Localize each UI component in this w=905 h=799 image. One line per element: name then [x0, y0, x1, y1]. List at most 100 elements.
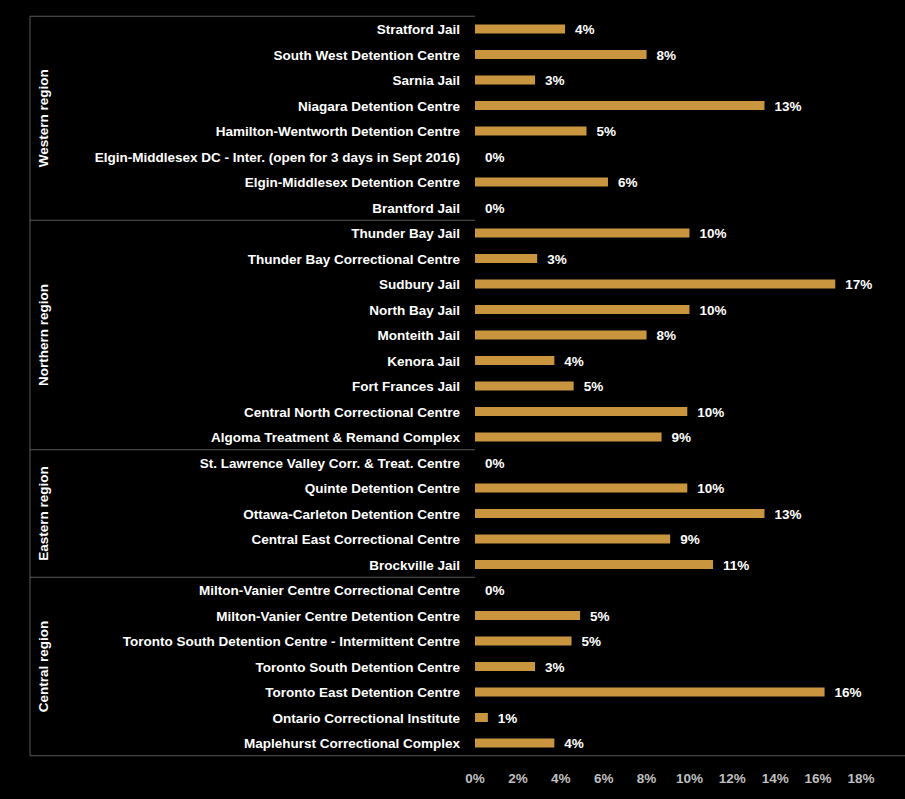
bar	[475, 76, 535, 85]
category-label: Milton-Vanier Centre Detention Centre	[216, 609, 460, 624]
bar	[475, 637, 572, 646]
region-label: Western region	[36, 69, 51, 167]
category-label: Brockville Jail	[369, 558, 460, 573]
tick-label: 0%	[465, 771, 485, 786]
chart: Stratford Jail 4% South West Detention Cen…	[0, 0, 905, 799]
data-label: 13%	[775, 507, 802, 522]
data-label: 5%	[584, 379, 604, 394]
data-label: 13%	[775, 99, 802, 114]
data-label: 5%	[590, 609, 610, 624]
bar	[475, 688, 825, 697]
category-label: Ontario Correctional Institute	[272, 711, 460, 726]
category-label: Niagara Detention Centre	[298, 99, 461, 114]
bar	[475, 484, 687, 493]
category-label: Milton-Vanier Centre Correctional Centre	[199, 583, 461, 598]
bar	[475, 509, 765, 518]
data-label: 8%	[657, 48, 677, 63]
bar	[475, 203, 476, 212]
data-label: 3%	[545, 73, 565, 88]
bar	[475, 407, 687, 416]
data-label: 3%	[547, 252, 567, 267]
data-label: 4%	[564, 736, 584, 751]
region-label: Central region	[36, 621, 51, 713]
region-label: Northern region	[36, 284, 51, 386]
labels: Stratford Jail 4% South West Detention Cen…	[36, 22, 872, 751]
bar	[475, 560, 713, 569]
tick-label: 6%	[594, 771, 614, 786]
bar	[475, 356, 554, 365]
data-label: 0%	[485, 201, 505, 216]
tick-label: 8%	[637, 771, 657, 786]
bar	[475, 50, 647, 59]
bars	[475, 25, 835, 748]
bar	[475, 382, 574, 391]
data-label: 4%	[575, 22, 595, 37]
category-label: Toronto East Detention Centre	[265, 685, 460, 700]
category-label: Toronto South Detention Centre	[256, 660, 461, 675]
data-label: 0%	[485, 583, 505, 598]
tick-label: 10%	[676, 771, 703, 786]
category-label: South West Detention Centre	[273, 48, 460, 63]
data-label: 3%	[545, 660, 565, 675]
category-label: Thunder Bay Correctional Centre	[248, 252, 461, 267]
bar	[475, 433, 662, 442]
data-label: 10%	[697, 405, 724, 420]
bar	[475, 611, 580, 620]
category-label: Sarnia Jail	[392, 73, 460, 88]
data-label: 17%	[845, 277, 872, 292]
bar	[475, 178, 608, 187]
bar	[475, 229, 689, 238]
bar	[475, 662, 535, 671]
bar	[475, 586, 476, 595]
data-label: 6%	[618, 175, 638, 190]
bar	[475, 280, 835, 289]
category-label: Stratford Jail	[377, 22, 460, 37]
group-separator	[30, 577, 475, 578]
bar	[475, 739, 554, 748]
tick-label: 16%	[805, 771, 832, 786]
category-label: Elgin-Middlesex DC - Inter. (open for 3 …	[95, 150, 460, 165]
tick-label: 14%	[762, 771, 789, 786]
bar	[475, 152, 476, 161]
data-label: 9%	[672, 430, 692, 445]
bar	[475, 127, 587, 136]
bar	[475, 101, 765, 110]
category-label: Kenora Jail	[387, 354, 460, 369]
category-label: Brantford Jail	[372, 201, 460, 216]
bar	[475, 458, 476, 467]
data-label: 4%	[564, 354, 584, 369]
data-label: 1%	[498, 711, 518, 726]
category-label: Elgin-Middlesex Detention Centre	[245, 175, 461, 190]
bar	[475, 713, 488, 722]
category-label: Monteith Jail	[377, 328, 460, 343]
group-separator	[30, 220, 475, 221]
data-label: 10%	[697, 481, 724, 496]
tick-label: 4%	[551, 771, 571, 786]
category-label: Quinte Detention Centre	[305, 481, 461, 496]
category-label: North Bay Jail	[369, 303, 460, 318]
data-label: 10%	[699, 303, 726, 318]
bar	[475, 305, 689, 314]
bar	[475, 331, 647, 340]
bar	[475, 25, 565, 34]
bar	[475, 535, 670, 544]
data-label: 5%	[597, 124, 617, 139]
group-border	[30, 16, 31, 756]
data-label: 0%	[485, 456, 505, 471]
data-label: 9%	[680, 532, 700, 547]
category-label: Toronto South Detention Centre - Intermi…	[123, 634, 461, 649]
region-label: Eastern region	[36, 466, 51, 561]
category-label: Ottawa-Carleton Detention Centre	[243, 507, 460, 522]
group-separator	[30, 755, 905, 756]
group-separator	[30, 16, 475, 17]
tick-label: 12%	[719, 771, 746, 786]
category-label: Central East Correctional Centre	[251, 532, 460, 547]
category-label: Hamilton-Wentworth Detention Centre	[216, 124, 461, 139]
tick-label: 2%	[508, 771, 528, 786]
category-label: Central North Correctional Centre	[244, 405, 461, 420]
category-label: Fort Frances Jail	[352, 379, 460, 394]
category-label: St. Lawrence Valley Corr. & Treat. Centr…	[200, 456, 461, 471]
data-label: 11%	[723, 558, 749, 573]
data-label: 16%	[835, 685, 862, 700]
category-label: Thunder Bay Jail	[351, 226, 460, 241]
